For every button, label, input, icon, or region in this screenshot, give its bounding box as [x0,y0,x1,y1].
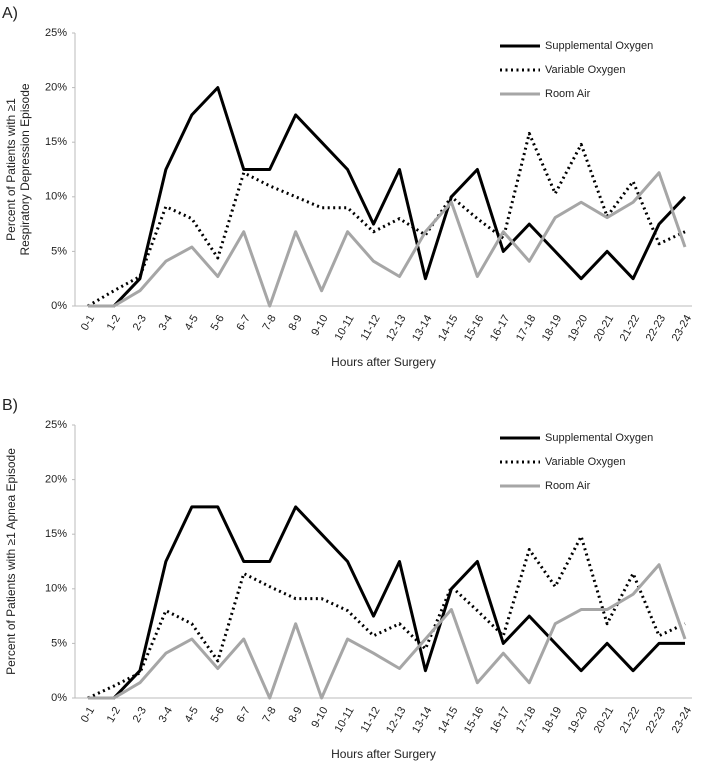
x-tick-label: 14-15 [436,313,460,343]
x-tick-label: 21-22 [618,705,642,735]
y-tick-label: 10% [45,583,67,595]
y-tick-label: 15% [45,528,67,540]
x-tick-label: 13-14 [410,705,434,735]
x-tick-label: 12-13 [384,705,408,735]
x-tick-label: 22-23 [644,705,668,735]
legend-label: Supplemental Oxygen [545,432,653,444]
y-axis-label: Percent of Patients with ≥1 [4,98,18,241]
x-tick-label: 1-2 [105,705,123,725]
x-tick-label: 17-18 [514,313,538,343]
x-tick-label: 20-21 [592,705,616,735]
x-tick-label: 0-1 [79,313,97,333]
series-line [88,505,685,700]
x-tick-label: 9-10 [309,705,330,730]
x-tick-label: 23-24 [670,313,694,343]
series-line [88,86,687,308]
y-tick-label: 20% [45,474,67,486]
x-tick-label: 2-3 [131,705,149,725]
x-tick-label: 12-13 [384,313,408,343]
legend-label: Supplemental Oxygen [545,40,653,52]
x-tick-label: 9-10 [309,313,330,338]
x-tick-label: 10-11 [333,705,357,735]
x-axis-label: Hours after Surgery [331,747,436,761]
panel-label: B) [2,397,18,414]
legend-label: Variable Oxygen [545,456,626,468]
x-axis-label: Hours after Surgery [331,355,436,369]
x-tick-label: 6-7 [235,313,253,333]
x-tick-label: 23-24 [670,705,694,735]
panel-label: A) [2,5,18,22]
x-tick-label: 14-15 [436,705,460,735]
y-tick-label: 10% [45,191,67,203]
y-tick-label: 5% [51,245,67,257]
x-tick-label: 10-11 [333,313,357,343]
x-tick-label: 5-6 [209,313,227,333]
x-tick-label: 22-23 [644,313,668,343]
y-axis-label: Percent of Patients with ≥1 Apnea Episod… [4,448,18,675]
x-tick-label: 11-12 [359,705,383,735]
y-tick-label: 15% [45,136,67,148]
x-tick-label: 6-7 [235,705,253,725]
x-tick-label: 3-4 [157,313,175,333]
x-tick-label: 2-3 [131,313,149,333]
y-tick-label: 0% [51,692,67,704]
x-tick-label: 19-20 [566,313,590,343]
x-tick-label: 0-1 [79,705,97,725]
x-tick-label: 3-4 [157,705,175,725]
x-tick-label: 13-14 [410,313,434,343]
x-tick-label: 4-5 [183,313,201,333]
y-tick-label: 25% [45,27,67,39]
chart: A) 0% 5% 10% 15% 20% 25% 0-1 1-2 2-3 3-4 4-5 5-6 6-7 7… [2,5,694,369]
x-tick-label: 4-5 [183,705,201,725]
x-tick-label: 17-18 [514,705,538,735]
x-tick-label: 16-17 [488,705,512,735]
series-line [87,131,686,308]
series-line [88,563,687,700]
x-tick-label: 18-19 [540,705,564,735]
x-tick-label: 15-16 [462,313,486,343]
x-tick-label: 16-17 [488,313,512,343]
x-tick-label: 15-16 [462,705,486,735]
series-line [87,534,686,700]
x-tick-label: 5-6 [209,705,227,725]
x-tick-label: 1-2 [105,313,123,333]
y-tick-label: 20% [45,82,67,94]
series-line [88,171,687,308]
x-tick-label: 8-9 [286,705,304,725]
y-tick-label: 25% [45,419,67,431]
legend-label: Variable Oxygen [545,64,626,76]
x-tick-label: 7-8 [260,313,278,333]
y-axis-label: Respiratory Depression Episode [18,83,32,255]
x-tick-label: 18-19 [540,313,564,343]
x-tick-label: 21-22 [618,313,642,343]
legend-label: Room Air [545,480,591,492]
x-tick-label: 20-21 [592,313,616,343]
x-tick-label: 19-20 [566,705,590,735]
y-tick-label: 0% [51,300,67,312]
x-tick-label: 7-8 [260,705,278,725]
x-tick-label: 11-12 [359,313,383,343]
x-tick-label: 8-9 [286,313,304,333]
chart: B) 0% 5% 10% 15% 20% 25% 0-1 1-2 2-3 3-4 4-5 5-6 6-7 7… [2,397,694,761]
y-tick-label: 5% [51,637,67,649]
legend-label: Room Air [545,88,591,100]
